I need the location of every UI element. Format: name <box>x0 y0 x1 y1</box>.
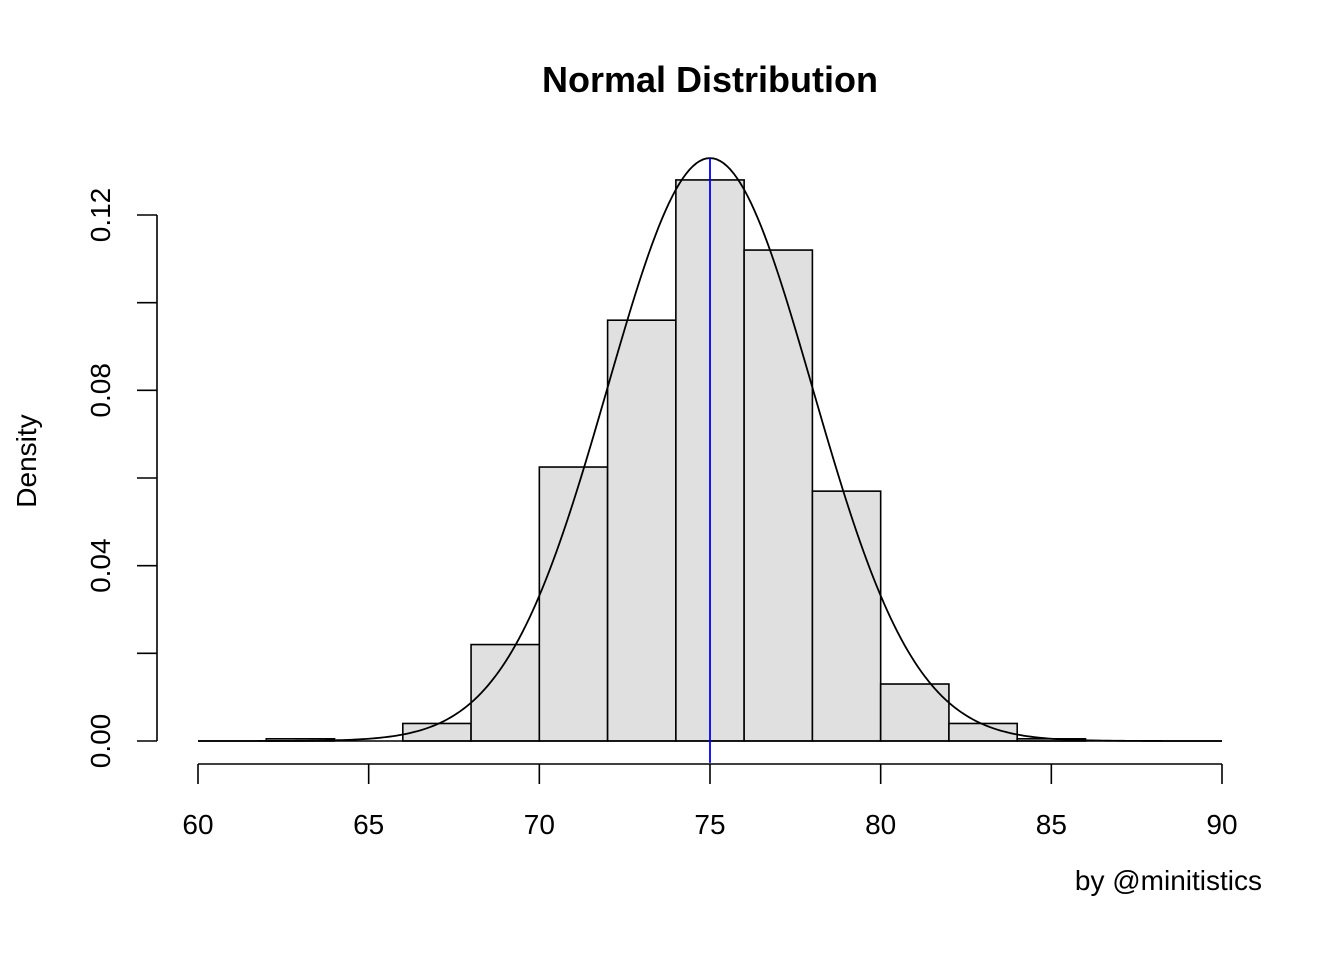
x-tick-label-3: 75 <box>694 809 725 840</box>
y-tick-label-2: 0.04 <box>85 538 116 593</box>
x-tick-label-4: 80 <box>865 809 896 840</box>
y-tick-label-4: 0.08 <box>85 363 116 418</box>
y-tick-label-6: 0.12 <box>85 188 116 243</box>
chart-title: Normal Distribution <box>542 59 878 100</box>
y-axis: 0.00 0.04 0.08 0.12 <box>85 188 158 769</box>
histogram-bar-4 <box>538 466 609 742</box>
x-tick-label-1: 65 <box>353 809 384 840</box>
x-tick-label-5: 85 <box>1036 809 1067 840</box>
y-axis-label: Density <box>11 414 42 507</box>
x-axis: 60 65 70 75 80 85 90 <box>182 763 1238 840</box>
bars-layer <box>265 179 1087 742</box>
histogram-bar-7 <box>743 249 814 742</box>
histogram-bar-8 <box>811 490 882 742</box>
caption: by @minitistics <box>1075 865 1262 896</box>
x-tick-label-2: 70 <box>524 809 555 840</box>
y-tick-label-0: 0.00 <box>85 714 116 769</box>
histogram-bar-5 <box>606 319 677 742</box>
density-curve <box>198 157 1222 742</box>
x-tick-label-0: 60 <box>182 809 213 840</box>
x-tick-label-6: 90 <box>1206 809 1237 840</box>
